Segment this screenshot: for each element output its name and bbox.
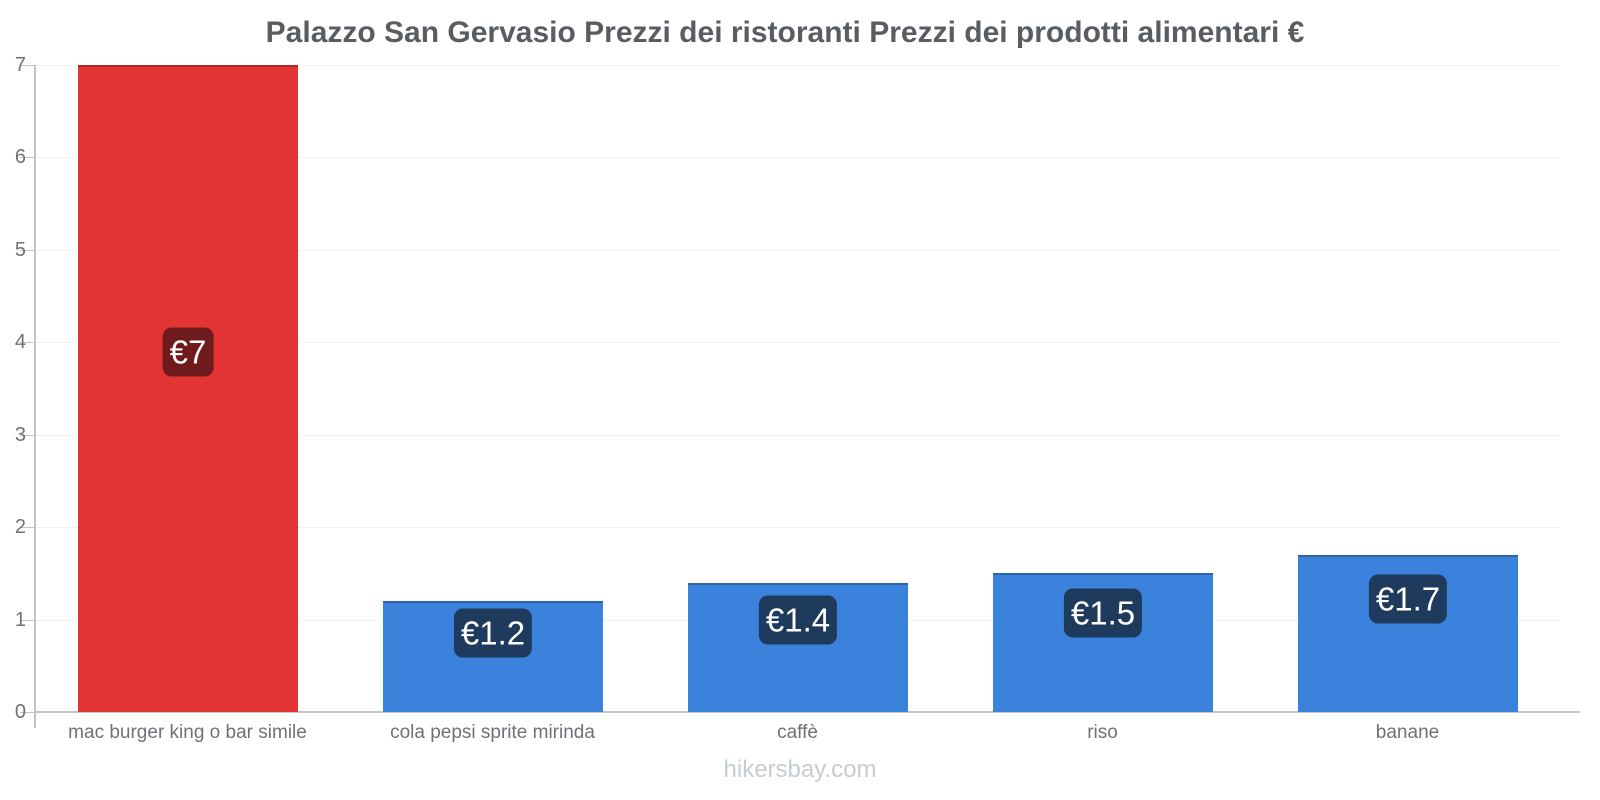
source-watermark: hikersbay.com	[723, 756, 877, 783]
y-axis-tick-0	[20, 712, 35, 713]
bar-caffè[interactable]: €1.4	[688, 583, 908, 712]
gridline-5	[35, 250, 1560, 251]
y-axis-tick-5	[20, 250, 35, 251]
y-axis-tick-label-2: 2	[14, 516, 26, 538]
x-axis-label-banane: banane	[1375, 722, 1440, 743]
gridline-3	[35, 435, 1560, 436]
bar-riso[interactable]: €1.5	[993, 573, 1213, 712]
bar-cola-pepsi-sprite-mirinda[interactable]: €1.2	[383, 601, 603, 712]
y-axis-tick-6	[20, 157, 35, 158]
y-axis-tick-label-5: 5	[14, 239, 26, 261]
y-axis-tick-4	[20, 342, 35, 343]
y-axis-tick-label-3: 3	[14, 424, 26, 446]
y-axis-tick-label-1: 1	[14, 609, 26, 631]
y-axis-tick-label-0: 0	[14, 701, 26, 723]
y-axis-tick-label-6: 6	[14, 146, 26, 168]
x-axis-label-cola-pepsi-sprite-mirinda: cola pepsi sprite mirinda	[390, 722, 595, 743]
x-axis-label-mac-burger-king-o-bar-simile: mac burger king o bar simile	[68, 722, 307, 743]
bar-value-badge-riso: €1.5	[1063, 588, 1143, 638]
chart-title: Palazzo San Gervasio Prezzi dei ristoran…	[265, 16, 1305, 49]
gridline-7	[35, 65, 1560, 66]
y-axis-tick-label-7: 7	[14, 54, 26, 76]
y-axis-line	[34, 65, 36, 728]
bar-value-badge-mac-burger-king-o-bar-simile: €7	[162, 327, 214, 377]
y-axis-tick-2	[20, 527, 35, 528]
gridline-2	[35, 527, 1560, 528]
x-axis-line	[35, 711, 1580, 713]
x-axis-label-caffè: caffè	[777, 722, 818, 743]
bar-value-badge-cola-pepsi-sprite-mirinda: €1.2	[453, 608, 533, 658]
bar-mac-burger-king-o-bar-simile[interactable]: €7	[78, 65, 298, 712]
x-axis-label-riso: riso	[1087, 722, 1118, 743]
gridline-6	[35, 157, 1560, 158]
y-axis-tick-1	[20, 620, 35, 621]
bar-value-badge-caffè: €1.4	[758, 595, 838, 645]
y-axis-tick-3	[20, 435, 35, 436]
y-axis-tick-label-4: 4	[14, 331, 26, 353]
gridline-4	[35, 342, 1560, 343]
bar-banane[interactable]: €1.7	[1298, 555, 1518, 712]
y-axis-tick-7	[20, 65, 35, 66]
bar-value-badge-banane: €1.7	[1368, 574, 1448, 624]
